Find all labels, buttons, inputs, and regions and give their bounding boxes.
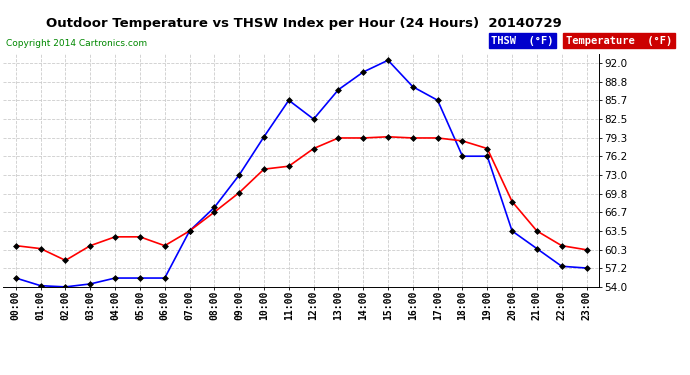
Text: Copyright 2014 Cartronics.com: Copyright 2014 Cartronics.com	[6, 39, 147, 48]
Text: Outdoor Temperature vs THSW Index per Hour (24 Hours)  20140729: Outdoor Temperature vs THSW Index per Ho…	[46, 17, 562, 30]
Text: THSW  (°F): THSW (°F)	[491, 36, 554, 46]
Text: Temperature  (°F): Temperature (°F)	[566, 36, 672, 46]
